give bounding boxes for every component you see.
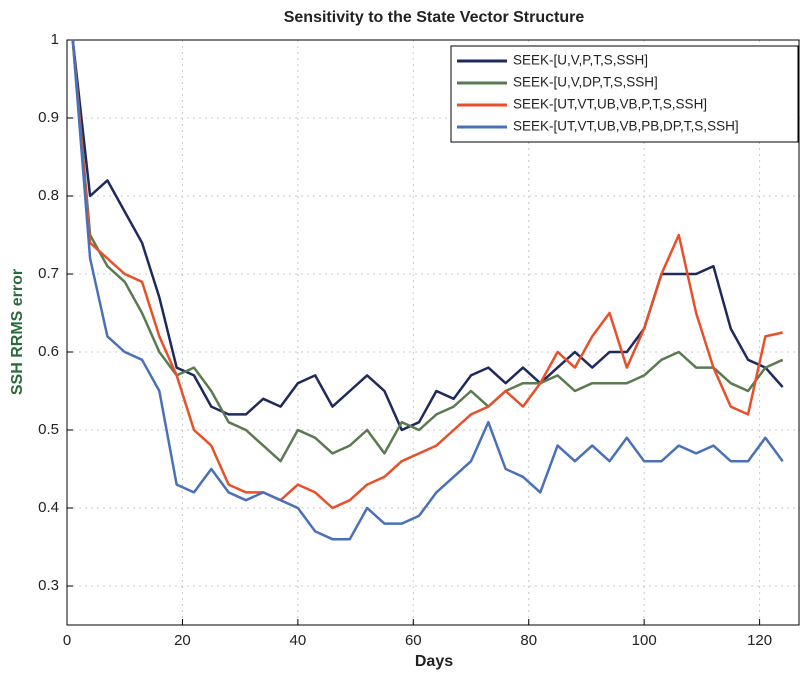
y-tick-label: 0.3 bbox=[38, 577, 59, 594]
legend-label: SEEK-[UT,VT,UB,VB,P,T,S,SSH] bbox=[513, 97, 707, 112]
x-tick-label: 100 bbox=[632, 632, 657, 649]
x-tick-label: 20 bbox=[174, 632, 191, 649]
y-tick-label: 0.9 bbox=[38, 109, 59, 126]
y-tick-label: 1 bbox=[51, 31, 59, 48]
legend-label: SEEK-[U,V,P,T,S,SSH] bbox=[513, 53, 648, 68]
x-axis-label: Days bbox=[415, 653, 453, 670]
series-line bbox=[71, 39, 783, 510]
series-line bbox=[71, 39, 784, 432]
chart-title: Sensitivity to the State Vector Structur… bbox=[284, 9, 585, 26]
plot-frame bbox=[66, 39, 800, 626]
x-tick-label: 0 bbox=[63, 632, 71, 649]
x-tick-label: 80 bbox=[520, 632, 537, 649]
x-tick-label: 60 bbox=[405, 632, 422, 649]
legend-box bbox=[450, 45, 799, 143]
x-tick-label: 120 bbox=[747, 632, 772, 649]
series-line bbox=[71, 39, 784, 463]
legend-label: SEEK-[UT,VT,UB,VB,PB,DP,T,S,SSH] bbox=[513, 119, 739, 134]
y-tick-label: 0.7 bbox=[38, 265, 59, 282]
series-line bbox=[71, 39, 784, 541]
y-tick-label: 0.5 bbox=[38, 421, 59, 438]
x-tick-label: 40 bbox=[290, 632, 307, 649]
y-axis-label: SSH RRMS error bbox=[9, 269, 26, 395]
y-tick-label: 0.6 bbox=[38, 343, 59, 360]
y-tick-label: 0.4 bbox=[38, 499, 59, 516]
y-tick-label: 0.8 bbox=[38, 187, 59, 204]
legend-label: SEEK-[U,V,DP,T,S,SSH] bbox=[513, 75, 658, 90]
